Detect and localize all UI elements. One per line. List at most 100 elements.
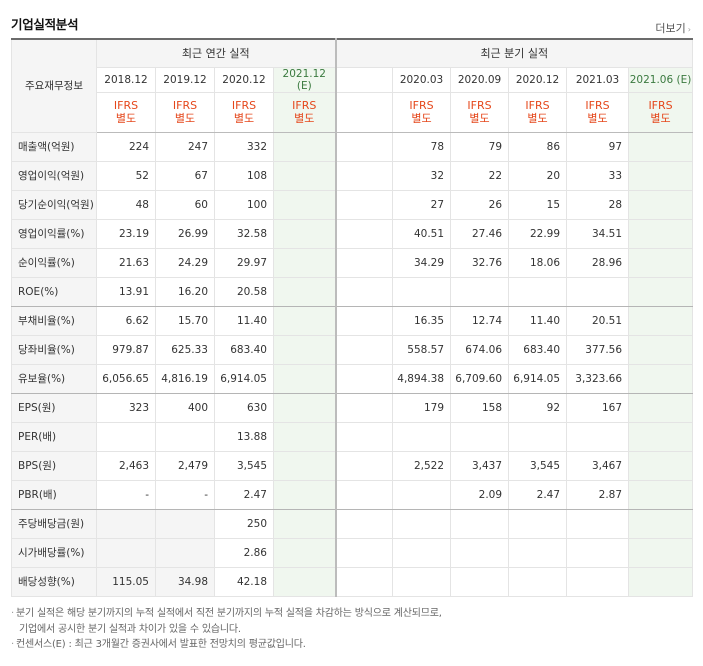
table-cell (96, 421, 156, 452)
table-cell: 2.47 (214, 479, 274, 510)
row-label: BPS(원) (11, 450, 97, 481)
estimate-mark: (E) (673, 73, 692, 86)
table-cell: 32 (392, 160, 452, 191)
period-date: 2020.03 (392, 66, 452, 93)
period-date: 2021.06 (E) (628, 66, 694, 93)
table-cell (334, 392, 394, 423)
standard-ifrs: IFRS (467, 99, 492, 112)
row-label: 주당배당금(원) (11, 508, 97, 539)
standard-separate: 별도 (115, 112, 137, 125)
table-cell: - (96, 479, 156, 510)
table-cell: 377.56 (566, 334, 630, 365)
note-2: 기업에서 공시한 분기 실적과 차이가 있을 수 있습니다. (19, 623, 241, 635)
table-cell (450, 566, 510, 597)
standard-ifrs: IFRS (409, 99, 434, 112)
table-cell (272, 566, 337, 597)
table-cell (392, 479, 452, 510)
quarter-header: 최근 분기 실적 (334, 38, 694, 68)
table-cell (272, 392, 337, 423)
row-label: 당좌비율(%) (11, 334, 97, 365)
footnotes: · 분기 실적은 해당 분기까지의 누적 실적에서 직전 분기까지의 누적 실적을… (11, 606, 442, 653)
standard-ifrs: IFRS (585, 99, 610, 112)
table-row: 주당배당금(원) 250 (11, 508, 694, 539)
chevron-right-icon: › (687, 25, 691, 34)
table-cell (392, 421, 452, 452)
table-cell: 683.40 (508, 334, 568, 365)
row-label: PER(배) (11, 421, 97, 452)
table-cell (272, 479, 337, 510)
period-date-label: 2020.03 (399, 73, 444, 86)
table-row: 배당성향(%) 115.05 34.98 42.18 (11, 566, 694, 597)
table-cell: 2.47 (508, 479, 568, 510)
table-cell (272, 160, 337, 191)
table-cell: 97 (566, 131, 630, 162)
standard-header-row: IFRS 별도 IFRS 별도 IFRS 별도 IFRS 별도 IFRS 별도 IFRS 별도 IFRS… (12, 91, 694, 133)
table-cell (450, 421, 510, 452)
row-label: EPS(원) (11, 392, 97, 423)
accounting-standard (334, 91, 394, 133)
period-date: 2021.03 (566, 66, 630, 93)
table-cell: 22 (450, 160, 510, 191)
table-cell (628, 160, 694, 191)
table-cell: 108 (214, 160, 274, 191)
table-cell: 2,522 (392, 450, 452, 481)
table-cell (334, 276, 394, 307)
table-cell (628, 421, 694, 452)
table-cell: 20.58 (214, 276, 274, 307)
table-cell (334, 189, 394, 220)
period-date-label: 2020.12 (515, 73, 560, 86)
table-cell: 247 (155, 131, 215, 162)
table-cell: 674.06 (450, 334, 510, 365)
table-cell: 6,056.65 (96, 363, 156, 394)
accounting-standard: IFRS 별도 (508, 91, 568, 133)
table-cell: 27.46 (450, 218, 510, 249)
table-cell (334, 131, 394, 162)
table-cell (272, 450, 337, 481)
table-cell (450, 276, 510, 307)
table-cell (628, 508, 694, 539)
table-row: 매출액(억원) 224 247 332 78 79 86 97 (11, 131, 694, 162)
table-cell (96, 508, 156, 539)
table-cell: 15.70 (155, 305, 215, 336)
standard-separate: 별도 (587, 112, 608, 125)
table-cell: 6,709.60 (450, 363, 510, 394)
table-cell (566, 566, 630, 597)
table-row: BPS(원) 2,463 2,479 3,545 2,522 3,437 3,545 3,46… (11, 450, 694, 481)
table-cell: 18.06 (508, 247, 568, 278)
standard-separate: 별도 (411, 112, 432, 125)
annual-header: 최근 연간 실적 (95, 38, 337, 68)
table-cell: 400 (155, 392, 215, 423)
period-date-label: 2021.03 (575, 73, 620, 86)
table-cell (392, 537, 452, 568)
table-cell: 27 (392, 189, 452, 220)
table-cell (508, 566, 568, 597)
table-cell: 4,894.38 (392, 363, 452, 394)
table-cell: 52 (96, 160, 156, 191)
accounting-standard: IFRS 별도 (566, 91, 630, 133)
table-cell: 32.76 (450, 247, 510, 278)
more-link[interactable]: 더보기 › (655, 20, 691, 36)
table-cell: 558.57 (392, 334, 452, 365)
table-cell: 60 (155, 189, 215, 220)
table-cell (272, 276, 337, 307)
table-cell (272, 218, 337, 249)
table-cell: 11.40 (508, 305, 568, 336)
period-date: 2020.09 (450, 66, 510, 93)
period-date-label: 2021.06 (629, 73, 674, 86)
table-cell: 6,914.05 (508, 363, 568, 394)
table-cell: 3,323.66 (566, 363, 630, 394)
table-cell (450, 537, 510, 568)
row-header: 주요재무정보 (11, 38, 97, 133)
section-title: 기업실적분석 (11, 17, 79, 32)
table-cell: 86 (508, 131, 568, 162)
table-cell (628, 247, 694, 278)
table-cell (272, 363, 337, 394)
table-row: EPS(원) 323 400 630 179 158 92 167 (11, 392, 694, 423)
row-label: 순이익률(%) (11, 247, 97, 278)
table-cell: 92 (508, 392, 568, 423)
standard-ifrs: IFRS (113, 99, 139, 112)
table-cell (628, 479, 694, 510)
table-cell: 42.18 (214, 566, 274, 597)
table-cell: 78 (392, 131, 452, 162)
table-cell (628, 363, 694, 394)
